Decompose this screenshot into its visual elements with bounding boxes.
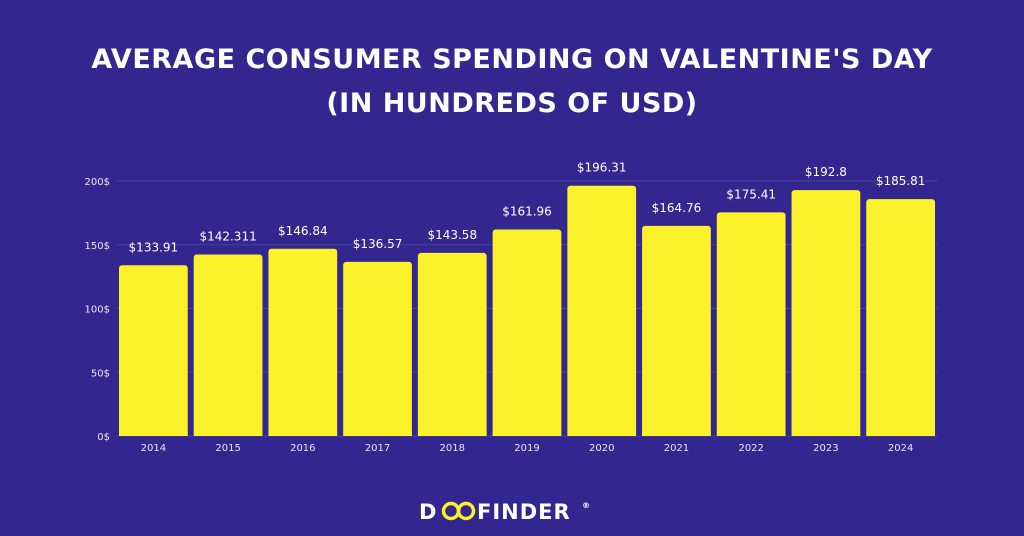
data-label: $161.96	[502, 205, 552, 219]
data-label: $185.81	[876, 174, 926, 188]
x-tick-label: 2021	[664, 443, 689, 454]
x-tick-label: 2022	[738, 443, 763, 454]
x-tick-label: 2018	[440, 443, 465, 454]
x-tick-label: 2017	[365, 443, 390, 454]
bar-base	[567, 432, 637, 436]
x-tick-label: 2023	[813, 443, 838, 454]
data-label: $164.76	[652, 201, 702, 215]
bar	[866, 199, 935, 436]
bar-base	[119, 432, 188, 436]
bar	[492, 229, 562, 436]
bar-base	[193, 432, 263, 436]
chart-title-line-1: AVERAGE CONSUMER SPENDING ON VALENTINE'S…	[91, 44, 933, 75]
x-tick-label: 2020	[589, 443, 614, 454]
x-tick-label: 2019	[514, 443, 539, 454]
bar-base	[866, 432, 935, 436]
bar	[417, 252, 487, 436]
y-tick-label: 200$	[85, 177, 110, 188]
bar	[567, 185, 637, 436]
svg-text:D: D	[419, 500, 437, 524]
svg-text:FINDER: FINDER	[477, 500, 571, 524]
data-label: $142.311	[199, 230, 256, 244]
bar	[642, 225, 711, 436]
data-label: $192.8	[805, 165, 847, 179]
data-label: $133.91	[129, 240, 179, 254]
x-tick-label: 2016	[290, 443, 315, 454]
bar	[716, 212, 786, 436]
bar	[343, 261, 412, 436]
data-label: $196.31	[577, 161, 627, 175]
y-tick-label: 100$	[85, 305, 110, 316]
bar	[791, 190, 861, 436]
data-label: $146.84	[278, 224, 328, 238]
doofinder-logo: D FINDER ®	[0, 496, 1024, 526]
chart-title-line-2: (IN HUNDREDS OF USD)	[326, 88, 698, 119]
bar-base	[791, 432, 861, 436]
data-label: $175.41	[726, 187, 776, 201]
bar-base	[343, 432, 412, 436]
data-label: $136.57	[353, 237, 403, 251]
x-tick-label: 2014	[141, 443, 166, 454]
y-tick-label: 0$	[97, 432, 110, 443]
doofinder-logo-mark: D FINDER ®	[419, 500, 591, 524]
bar-base	[642, 432, 711, 436]
y-tick-label: 150$	[85, 241, 110, 252]
bar-base	[417, 432, 487, 436]
bar-base	[716, 432, 786, 436]
y-tick-label: 50$	[91, 368, 110, 379]
registered-mark: ®	[582, 501, 591, 510]
x-tick-label: 2015	[215, 443, 240, 454]
chart-title: AVERAGE CONSUMER SPENDING ON VALENTINE'S…	[0, 38, 1024, 126]
bar	[193, 254, 263, 436]
bar-base	[268, 432, 338, 436]
x-tick-label: 2024	[888, 443, 913, 454]
data-label: $143.58	[427, 228, 477, 242]
bar-base	[492, 432, 562, 436]
bar	[119, 265, 188, 436]
bar	[268, 248, 338, 436]
